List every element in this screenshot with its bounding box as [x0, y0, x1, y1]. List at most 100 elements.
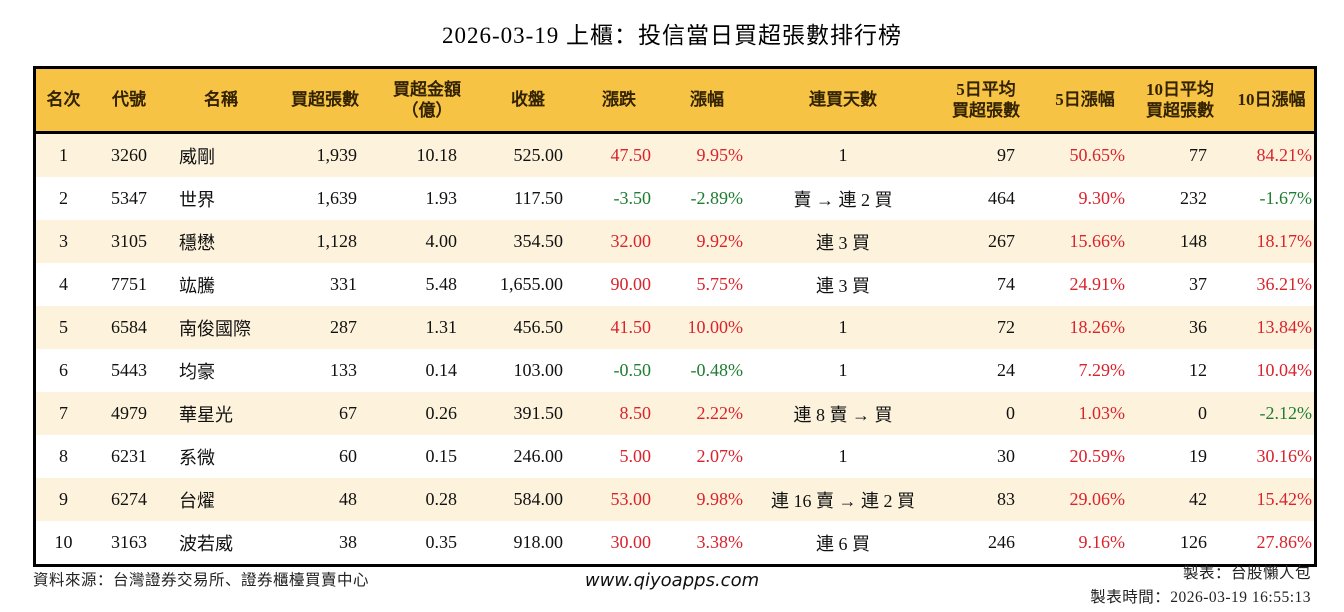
cell-pct10-change: 84.21%: [1256, 145, 1313, 165]
cell-pct10-change: 15.42%: [1256, 489, 1313, 509]
cell-pct5-change: 15.66%: [1069, 231, 1126, 251]
cell-name: 穩懋: [179, 232, 215, 253]
column-header-close: 收盤: [479, 67, 577, 134]
cell-net-buy-amount-100m: 0.35: [425, 532, 458, 552]
cell-change-pct: 2.07%: [696, 446, 744, 466]
column-header-avg5-net-buy-volume: 5日平均 買超張數: [933, 67, 1039, 134]
cell-avg5-net-buy-volume: 30: [997, 446, 1015, 466]
cell-net-buy-amount-100m: 0.14: [425, 360, 458, 380]
credit-block: 製表：台股懶人包 製表時間：2026-03-19 16:55:13: [1090, 562, 1311, 610]
cell-rank: 10: [54, 532, 73, 552]
cell-change: 47.50: [610, 145, 652, 165]
cell-avg10-net-buy-volume: 0: [1198, 403, 1207, 423]
cell-avg5-net-buy-volume: 97: [997, 145, 1015, 165]
cell-avg5-net-buy-volume: 0: [1006, 403, 1015, 423]
table-body: 1 3260 威剛 1,939 10.18 525.00 47.50 9.95% 1 97 50.6…: [34, 132, 1316, 566]
ranking-table: 名次 代號 名稱 買超張數 買超金額 （億） 收盤 漲跌 漲幅 連買天數 5日平均 買超張數 5日漲…: [33, 66, 1317, 567]
cell-pct10-change: 10.04%: [1256, 360, 1313, 380]
cell-change-pct: 9.98%: [696, 489, 744, 509]
cell-pct5-change: 29.06%: [1069, 489, 1126, 509]
cell-net-buy-volume: 1,639: [316, 188, 358, 208]
cell-pct10-change: 13.84%: [1256, 317, 1313, 337]
cell-net-buy-volume: 38: [339, 532, 357, 552]
cell-close: 117.50: [514, 188, 563, 208]
cell-name: 威剛: [179, 146, 215, 167]
cell-avg10-net-buy-volume: 232: [1180, 188, 1207, 208]
table-row: 7 4979 華星光 67 0.26 391.50 8.50 2.22% 連 8 賣 → 買 0 1…: [34, 392, 1316, 435]
cell-consecutive-buy-days: 連 8 賣 → 買: [793, 404, 893, 425]
timestamp-text: 製表時間：2026-03-19 16:55:13: [1090, 589, 1311, 607]
cell-change-pct: 5.75%: [696, 274, 744, 294]
column-header-pct10-change: 10日漲幅: [1229, 67, 1316, 134]
cell-close: 246.00: [513, 446, 564, 466]
cell-avg10-net-buy-volume: 148: [1180, 231, 1207, 251]
cell-pct5-change: 9.30%: [1078, 188, 1126, 208]
cell-avg10-net-buy-volume: 12: [1189, 360, 1207, 380]
column-header-rank: 名次: [34, 67, 91, 134]
cell-pct5-change: 18.26%: [1069, 317, 1126, 337]
cell-code: 5347: [111, 188, 147, 208]
cell-pct5-change: 20.59%: [1069, 446, 1126, 466]
cell-net-buy-amount-100m: 4.00: [425, 231, 458, 251]
cell-net-buy-volume: 331: [330, 274, 357, 294]
cell-consecutive-buy-days: 1: [838, 446, 848, 466]
cell-close: 354.50: [513, 231, 564, 251]
cell-avg10-net-buy-volume: 42: [1189, 489, 1207, 509]
column-header-name: 名稱: [167, 67, 275, 134]
cell-rank: 7: [59, 403, 68, 423]
cell-change: 32.00: [610, 231, 652, 251]
cell-consecutive-buy-days: 賣 → 連 2 買: [793, 189, 893, 210]
page-title: 2026-03-19 上櫃：投信當日買超張數排行榜: [441, 23, 903, 48]
cell-pct5-change: 7.29%: [1078, 360, 1126, 380]
column-header-avg10-net-buy-volume: 10日平均 買超張數: [1131, 67, 1229, 134]
cell-name: 華星光: [179, 404, 233, 425]
cell-net-buy-volume: 287: [330, 317, 357, 337]
cell-net-buy-amount-100m: 1.93: [425, 188, 458, 208]
cell-rank: 9: [59, 489, 68, 509]
cell-change: 8.50: [619, 403, 652, 423]
cell-change-pct: -0.48%: [690, 360, 744, 380]
cell-close: 1,655.00: [500, 274, 563, 294]
cell-avg5-net-buy-volume: 464: [988, 188, 1015, 208]
cell-change: 5.00: [619, 446, 652, 466]
cell-change-pct: 3.38%: [696, 532, 744, 552]
cell-change: -3.50: [613, 188, 652, 208]
table-row: 9 6274 台燿 48 0.28 584.00 53.00 9.98% 連 16 賣 → 連 …: [34, 478, 1316, 521]
cell-name: 均豪: [179, 361, 215, 382]
cell-name: 南俊國際: [179, 318, 251, 339]
cell-avg5-net-buy-volume: 246: [988, 532, 1015, 552]
cell-change: 41.50: [610, 317, 652, 337]
cell-pct5-change: 1.03%: [1078, 403, 1126, 423]
cell-close: 103.00: [513, 360, 564, 380]
cell-avg5-net-buy-volume: 72: [997, 317, 1015, 337]
data-source-text: 資料來源：台灣證券交易所、證券櫃檯買賣中心: [33, 572, 370, 589]
cell-code: 3260: [111, 145, 147, 165]
cell-net-buy-volume: 1,128: [316, 231, 358, 251]
cell-avg5-net-buy-volume: 74: [997, 274, 1015, 294]
cell-close: 391.50: [513, 403, 564, 423]
cell-change-pct: 10.00%: [687, 317, 744, 337]
table-row: 5 6584 南俊國際 287 1.31 456.50 41.50 10.00% 1 72 18.2…: [34, 306, 1316, 349]
table-row: 3 3105 穩懋 1,128 4.00 354.50 32.00 9.92% 連 3 買 267…: [34, 220, 1316, 263]
cell-pct5-change: 24.91%: [1069, 274, 1126, 294]
cell-code: 3163: [111, 532, 147, 552]
column-header-pct5-change: 5日漲幅: [1039, 67, 1131, 134]
cell-avg5-net-buy-volume: 83: [997, 489, 1015, 509]
cell-consecutive-buy-days: 連 3 買: [816, 275, 870, 296]
cell-code: 7751: [111, 274, 147, 294]
cell-name: 台燿: [179, 490, 215, 511]
table-header-row: 名次 代號 名稱 買超張數 買超金額 （億） 收盤 漲跌 漲幅 連買天數 5日平均 買超張數 5日漲…: [34, 67, 1316, 134]
cell-net-buy-amount-100m: 0.15: [425, 446, 458, 466]
cell-consecutive-buy-days: 連 6 買: [816, 533, 870, 554]
cell-net-buy-amount-100m: 0.26: [425, 403, 458, 423]
cell-close: 918.00: [513, 532, 564, 552]
cell-avg5-net-buy-volume: 24: [997, 360, 1015, 380]
column-header-code: 代號: [91, 67, 167, 134]
cell-rank: 6: [59, 360, 68, 380]
cell-consecutive-buy-days: 連 16 賣 → 連 2 買: [771, 490, 915, 511]
cell-name: 波若威: [179, 533, 233, 554]
cell-pct10-change: 18.17%: [1256, 231, 1313, 251]
cell-name: 系微: [179, 447, 215, 468]
cell-pct5-change: 9.16%: [1078, 532, 1126, 552]
website-url: www.qiyoapps.com: [584, 570, 760, 591]
